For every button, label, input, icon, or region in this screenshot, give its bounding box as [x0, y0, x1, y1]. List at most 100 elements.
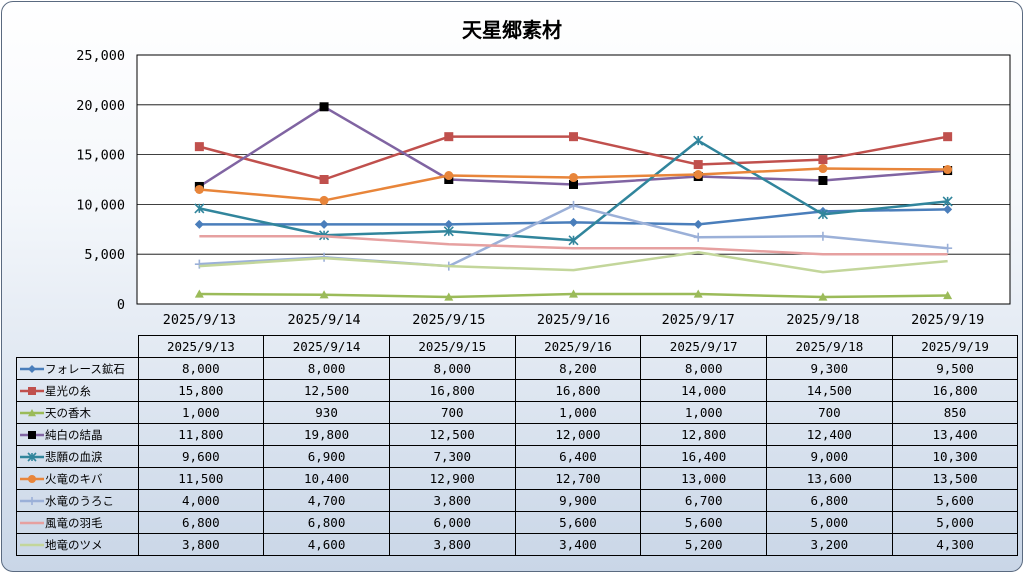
table-cell: 12,800	[640, 423, 768, 446]
table-cell: 700	[766, 401, 893, 424]
table-cell: 12,900	[388, 467, 516, 490]
table-cell: 16,800	[514, 379, 642, 402]
legend-label: 星光の糸	[45, 383, 91, 398]
data-point	[942, 196, 953, 207]
table-cell: 5,600	[891, 489, 1019, 512]
table-cell: 12,500	[263, 379, 390, 402]
table-cell: 16,400	[640, 445, 768, 468]
series-6	[194, 164, 953, 205]
table-cell: 14,500	[766, 379, 893, 402]
legend-label: 水竜のうろこ	[45, 493, 114, 508]
legend-entry: 風竜の羽毛	[16, 511, 139, 534]
table-column-header: 2025/9/15	[388, 335, 516, 358]
table-row: 悲願の血涙 9,600 6,900 7,300 6,400 16,400 9,000 10,3…	[16, 445, 1019, 468]
table-cell: 3,800	[388, 489, 516, 512]
table-cell: 8,000	[640, 357, 768, 380]
data-point	[693, 160, 703, 170]
data-point	[27, 452, 37, 462]
data-point	[444, 132, 454, 142]
table-cell: 5,000	[766, 511, 893, 534]
table-cell: 10,300	[891, 445, 1019, 468]
y-tick-label: 15,000	[76, 148, 125, 164]
x-tick-label: 2025/9/16	[537, 312, 610, 328]
table-cell: 16,800	[891, 379, 1019, 402]
legend-entry: 星光の糸	[16, 379, 139, 402]
table-row: 天の香木 1,000 930 700 1,000 1,000 700 850	[16, 401, 1019, 424]
y-tick-label: 25,000	[76, 48, 125, 64]
data-point	[28, 409, 36, 417]
data-point	[194, 203, 205, 214]
table-cell: 16,800	[388, 379, 516, 402]
data-point	[444, 219, 454, 229]
table-cell: 12,500	[388, 423, 516, 446]
data-point	[319, 175, 329, 184]
data-point	[319, 195, 329, 205]
data-point	[943, 243, 953, 253]
table-header-row: 2025/9/13 2025/9/14 2025/9/15 2025/9/16 2025…	[16, 335, 1019, 358]
table-cell: 13,600	[766, 467, 893, 490]
data-point	[319, 219, 329, 229]
series-line	[199, 250, 948, 274]
data-point	[194, 184, 204, 194]
legend-label: 悲願の血涙	[45, 449, 103, 464]
table-cell: 5,000	[891, 511, 1019, 534]
table-cell: 3,200	[766, 533, 893, 556]
series-9	[199, 250, 948, 274]
y-tick-label: 20,000	[76, 98, 125, 114]
table-cell: 3,400	[514, 533, 642, 556]
data-point	[818, 175, 828, 185]
data-point	[693, 289, 703, 298]
table-cell: 9,900	[514, 489, 642, 512]
data-point	[943, 165, 953, 175]
x-tick-label: 2025/9/19	[911, 312, 984, 328]
table-cell: 6,400	[514, 445, 642, 468]
table-row: フォレース鉱石 8,000 8,000 8,000 8,200 8,000 9,300 9,5…	[16, 357, 1019, 380]
table-column-header: 2025/9/17	[640, 335, 768, 358]
table-cell: 9,300	[766, 357, 893, 380]
table-cell: 3,800	[137, 533, 265, 556]
data-point	[28, 431, 36, 439]
legend-key	[20, 387, 44, 395]
table-row: 純白の結晶 11,800 19,800 12,500 12,000 12,800 12,40…	[16, 423, 1019, 446]
table-cell: 14,000	[640, 379, 768, 402]
table-cell: 1,000	[137, 401, 265, 424]
table-cell: 6,800	[766, 489, 893, 512]
data-point	[194, 142, 204, 152]
table-cell: 4,700	[263, 489, 390, 512]
legend-key	[20, 521, 44, 525]
table-cell: 9,500	[891, 357, 1019, 380]
legend-key	[20, 497, 44, 505]
table-column-header: 2025/9/18	[766, 335, 893, 358]
table-cell: 8,000	[388, 357, 516, 380]
y-tick-label: 0	[117, 297, 125, 313]
table-cell: 5,200	[640, 533, 768, 556]
data-point	[194, 259, 204, 269]
data-point	[28, 365, 36, 373]
chart-title: 天星郷素材	[462, 18, 562, 42]
data-point	[693, 232, 703, 242]
data-point	[28, 497, 36, 505]
table-cell: 9,000	[766, 445, 893, 468]
table-cell: 19,800	[263, 423, 390, 446]
table-column-header: 2025/9/13	[137, 335, 265, 358]
legend-label: 風竜の羽毛	[45, 515, 103, 530]
y-tick-label: 10,000	[76, 197, 125, 213]
table-cell: 12,000	[514, 423, 642, 446]
data-point	[568, 235, 579, 246]
table-cell: 6,000	[388, 511, 516, 534]
x-tick-label: 2025/9/15	[412, 312, 485, 328]
data-point	[319, 102, 329, 112]
series-2	[194, 132, 953, 184]
data-point	[818, 292, 828, 301]
table-cell: 8,000	[137, 357, 265, 380]
legend-key	[20, 431, 44, 439]
legend-entry: 地竜のツメ	[16, 533, 139, 556]
table-column-header: 2025/9/19	[891, 335, 1019, 358]
table-cell: 1,000	[640, 401, 768, 424]
table-cell: 5,600	[514, 511, 642, 534]
table-cell: 7,300	[388, 445, 516, 468]
table-cell: 15,800	[137, 379, 265, 402]
data-table: 2025/9/13 2025/9/14 2025/9/15 2025/9/16 2025…	[16, 335, 1019, 556]
data-point	[444, 292, 454, 301]
